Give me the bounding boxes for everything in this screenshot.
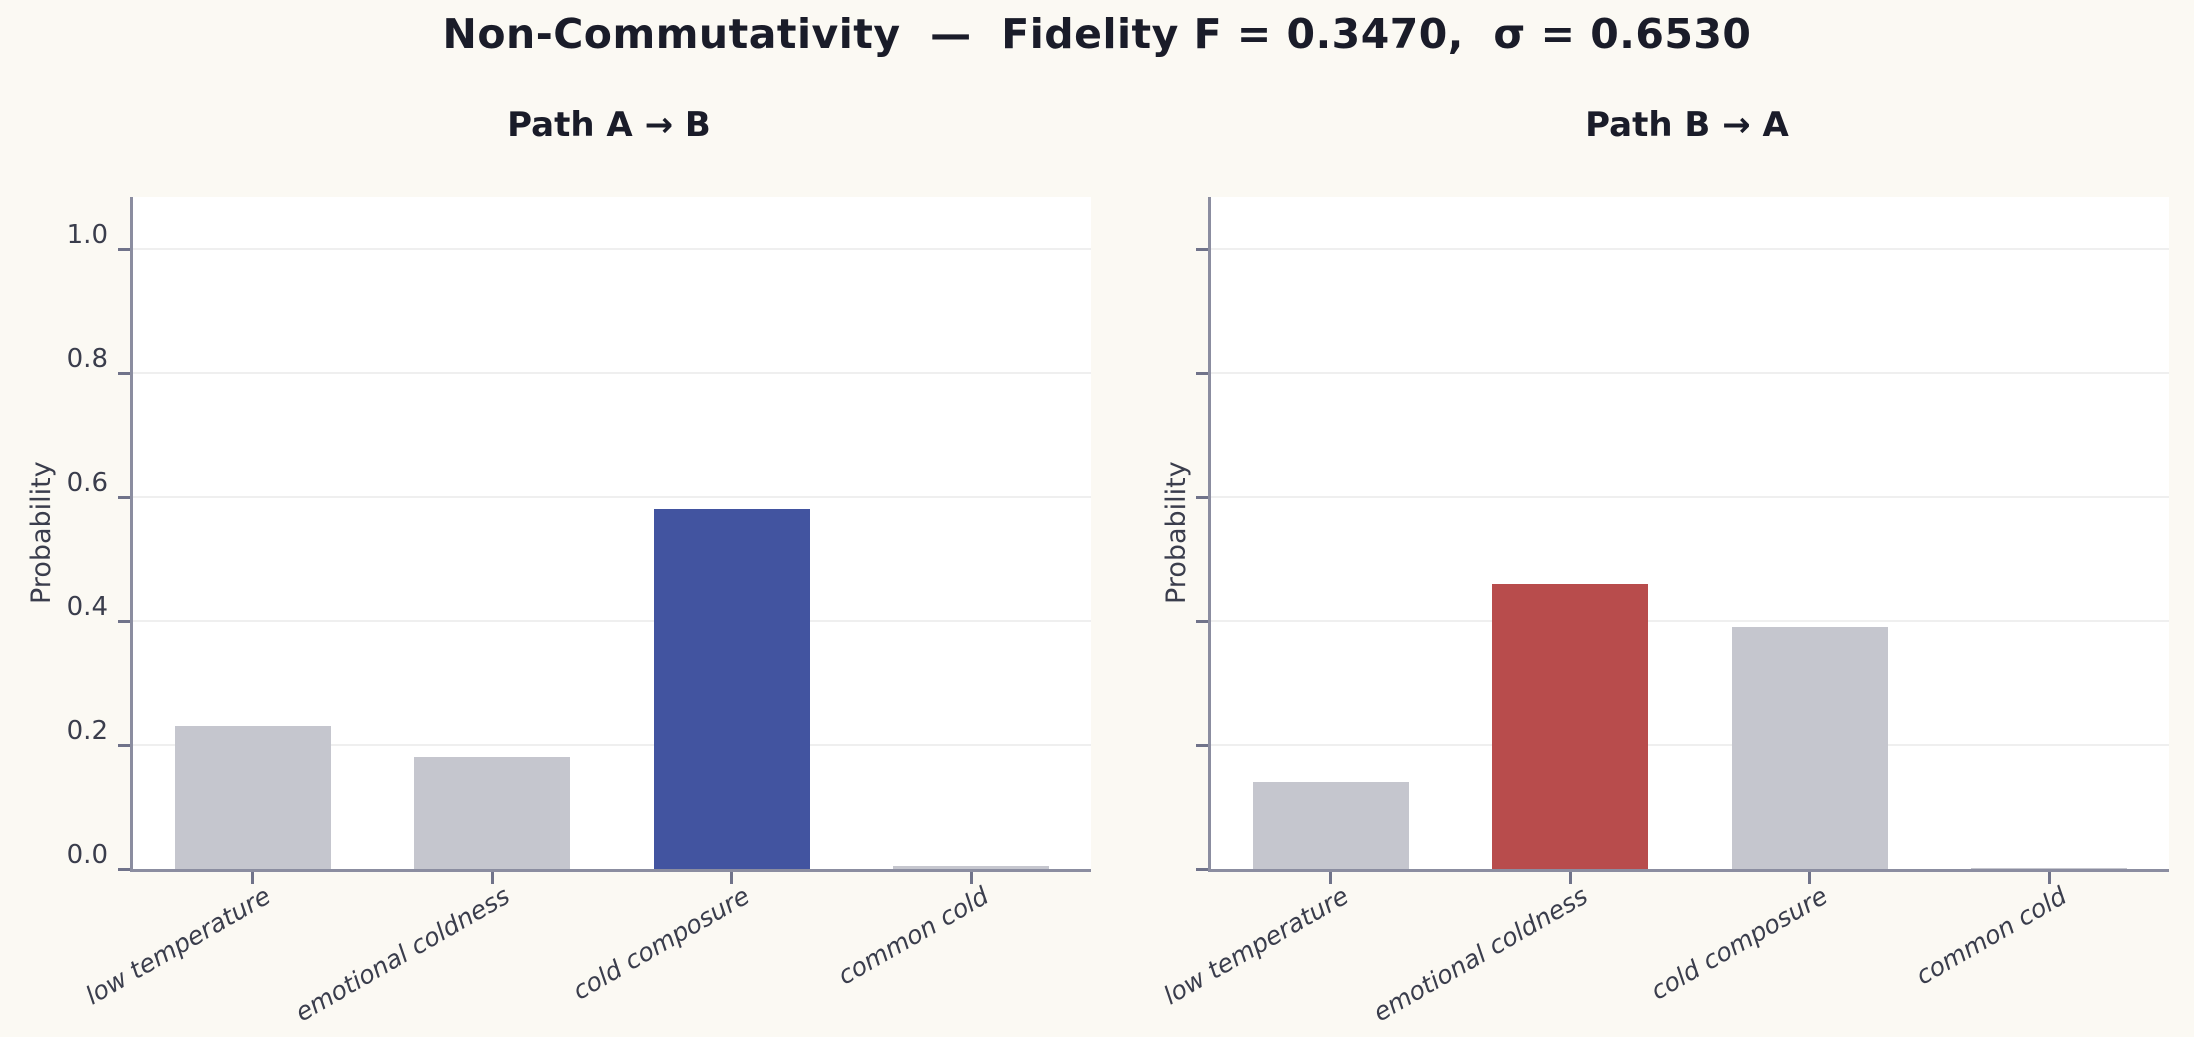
y-tick-label: 0.2 [66, 716, 108, 746]
x-tick [969, 872, 973, 884]
bar-emotional-coldness [1492, 584, 1649, 869]
gridline [133, 744, 1091, 746]
y-tick-label: 0.0 [66, 840, 108, 870]
y-axis-label-right: Probability [1161, 461, 1192, 605]
gridline [1211, 372, 2169, 374]
y-tick [118, 619, 130, 623]
y-tick [118, 743, 130, 747]
chart-path-a-to-b: Path A → B Probability 0.0 0.2 0.4 0.6 0.8 1.… [26, 105, 1091, 1027]
x-tick [251, 872, 255, 884]
x-tick-label-emotional-coldness: emotional coldness [1368, 881, 1593, 1028]
gridline [1211, 744, 2169, 746]
x-tick-label-low-temperature: low temperature [1158, 881, 1354, 1011]
y-tick [118, 495, 130, 499]
y-tick [1196, 247, 1208, 251]
y-tick [1196, 743, 1208, 747]
plot-area-left: 0.0 0.2 0.4 0.6 0.8 1.0 low temperature emotion… [67, 197, 1091, 1027]
chart-path-b-to-a: Path B → A Probability low temperature em… [1158, 105, 2169, 1027]
bar-common-cold [1971, 868, 2128, 869]
plot-area-right: low temperature emotional coldness cold co… [1158, 197, 2169, 1027]
bar-cold-composure [1731, 627, 1888, 869]
gridline [133, 620, 1091, 622]
gridline [1211, 620, 2169, 622]
gridline [133, 496, 1091, 498]
bar-low-temperature [174, 726, 331, 869]
y-tick-label: 1.0 [66, 220, 108, 250]
y-tick-label: 0.4 [66, 592, 108, 622]
x-tick [490, 872, 494, 884]
gridline [1211, 248, 2169, 250]
gridline [1211, 496, 2169, 498]
y-tick [1196, 867, 1208, 871]
y-tick [118, 867, 130, 871]
y-axis-label-left: Probability [26, 461, 57, 605]
x-tick-label-cold-composure: cold composure [567, 881, 755, 1006]
x-tick [1808, 872, 1812, 884]
y-tick [118, 247, 130, 251]
x-tick [1329, 872, 1333, 884]
x-tick [730, 872, 734, 884]
x-tick [1568, 872, 1572, 884]
y-tick [118, 371, 130, 375]
x-tick-label-emotional-coldness: emotional coldness [290, 881, 515, 1028]
y-tick [1196, 619, 1208, 623]
y-tick [1196, 495, 1208, 499]
x-tick [2047, 872, 2051, 884]
y-tick-label: 0.6 [66, 468, 108, 498]
y-tick [1196, 371, 1208, 375]
x-tick-label-low-temperature: low temperature [80, 881, 276, 1011]
x-tick-label-cold-composure: cold composure [1645, 881, 1833, 1006]
gridline [133, 248, 1091, 250]
bar-cold-composure [653, 509, 810, 869]
x-tick-label-common-cold: common cold [833, 881, 994, 991]
subplot-title-right: Path B → A [1585, 105, 1789, 145]
y-tick-label: 0.8 [66, 344, 108, 374]
subplot-title-left: Path A → B [507, 105, 711, 145]
bar-low-temperature [1252, 782, 1409, 869]
bar-emotional-coldness [414, 757, 571, 869]
figure-title: Non-Commutativity — Fidelity F = 0.3470,… [442, 10, 1752, 58]
x-tick-label-common-cold: common cold [1911, 881, 2072, 991]
gridline [133, 372, 1091, 374]
bar-common-cold [893, 866, 1050, 869]
